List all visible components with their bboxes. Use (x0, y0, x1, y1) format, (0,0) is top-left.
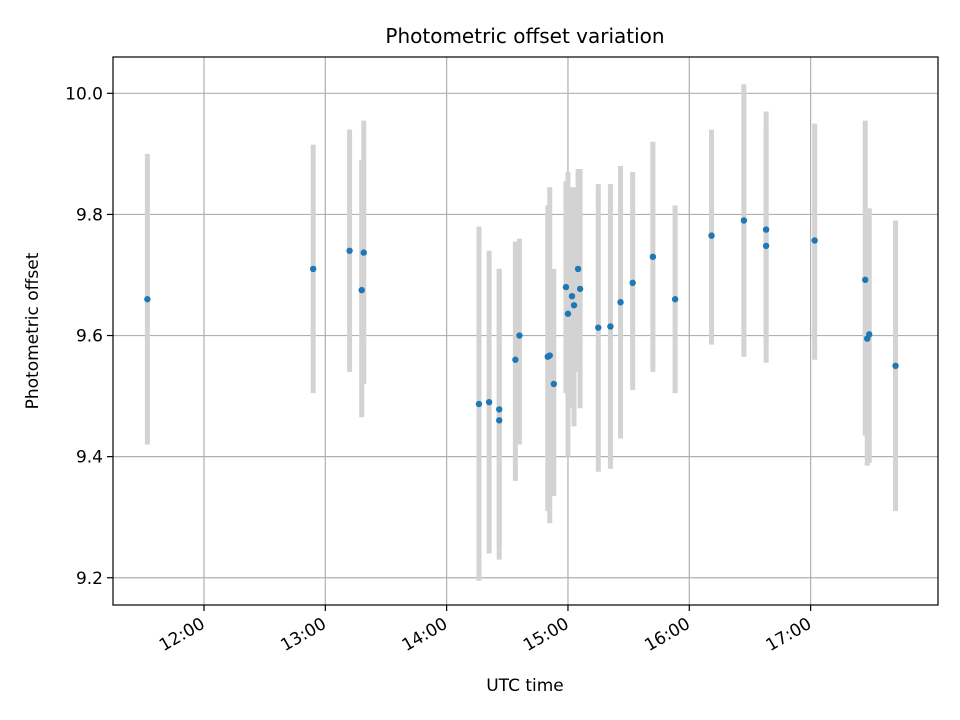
data-point (144, 296, 151, 303)
data-point (811, 237, 818, 244)
data-point (546, 352, 553, 359)
data-point (629, 279, 636, 287)
data-point (595, 324, 602, 331)
data-point (346, 247, 353, 254)
data-point (568, 292, 576, 300)
plot-area-frame (112, 56, 939, 606)
y-tick-label: 9.8 (76, 205, 103, 225)
data-point (574, 265, 582, 273)
y-tick-label: 9.2 (76, 569, 103, 589)
data-point (740, 217, 748, 224)
data-point (550, 380, 558, 388)
x-axis-label: UTC time (486, 676, 564, 696)
data-point (762, 242, 770, 250)
y-tick-label: 9.4 (76, 448, 103, 468)
data-point (708, 232, 715, 239)
data-point (360, 249, 367, 256)
data-point (576, 285, 584, 293)
y-axis-label: Photometric offset (23, 252, 43, 409)
data-point (762, 226, 770, 233)
data-point (564, 310, 572, 317)
data-point (496, 406, 503, 413)
data-point (862, 276, 869, 284)
data-point (496, 417, 503, 424)
data-point (512, 356, 519, 363)
data-point (649, 253, 657, 261)
y-tick-label: 10.0 (65, 84, 103, 104)
data-point (570, 302, 578, 309)
data-point (309, 265, 317, 273)
grid (113, 57, 938, 605)
data-point (671, 296, 679, 303)
data-point (475, 400, 483, 408)
data-point (562, 283, 570, 291)
data-point (516, 332, 523, 339)
data-point (358, 286, 365, 294)
data-point (607, 323, 614, 330)
data-points (144, 217, 899, 424)
y-tick-label: 9.6 (76, 327, 103, 347)
data-point (892, 362, 899, 370)
data-point (866, 331, 873, 338)
chart-title: Photometric offset variation (385, 24, 664, 48)
data-point (617, 299, 624, 306)
data-point (485, 398, 493, 406)
